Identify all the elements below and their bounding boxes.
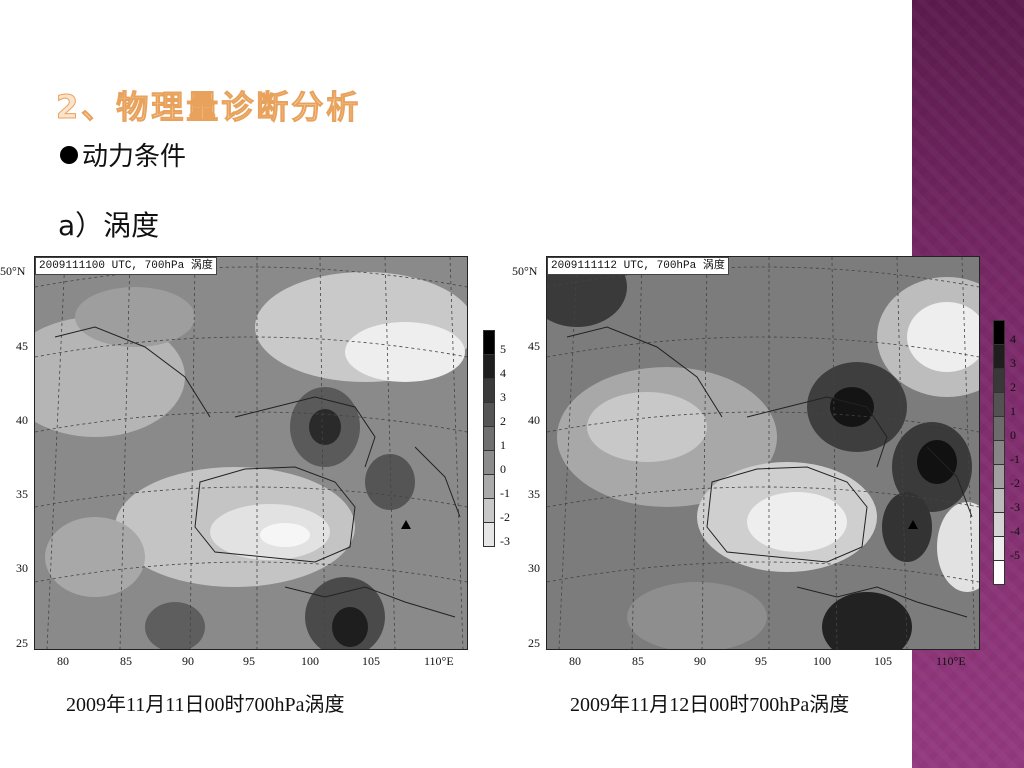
map-caption-1: 2009年11月11日00时700hPa涡度 bbox=[66, 694, 345, 716]
bullet-text: 动力条件 bbox=[82, 142, 187, 172]
map-caption-2: 2009年11月12日00时700hPa涡度 bbox=[570, 694, 850, 716]
map-panel-1: 2009111100 UTC, 700hPa 涡度 50°N 45 40 35 … bbox=[0, 250, 512, 670]
colorbar-label: 1 bbox=[1010, 404, 1016, 418]
colorbar-label: 0 bbox=[500, 462, 506, 476]
lon-label: 80 bbox=[57, 654, 69, 668]
colorbar-label: 4 bbox=[1010, 332, 1016, 346]
colorbar-label: 4 bbox=[500, 366, 506, 380]
lon-label: 80 bbox=[569, 654, 581, 668]
lat-label: 45 bbox=[16, 339, 28, 353]
colorbar-label: -1 bbox=[1010, 452, 1020, 466]
lon-label: 105 bbox=[874, 654, 892, 668]
colorbar-label: 3 bbox=[1010, 356, 1016, 370]
lon-label: 110°E bbox=[936, 654, 966, 668]
subheading: a）涡度 bbox=[58, 209, 160, 242]
lon-label: 100 bbox=[301, 654, 319, 668]
slide-heading: 2、物理量诊断分析 bbox=[55, 88, 362, 127]
map-panel-2: 2009111112 UTC, 700hPa 涡度 50°N 45 40 35 … bbox=[512, 250, 1024, 670]
colorbar-label: -4 bbox=[1010, 524, 1020, 538]
colorbar-label: -2 bbox=[1010, 476, 1020, 490]
bullet-dot-icon bbox=[60, 146, 78, 164]
colorbar-label: -1 bbox=[500, 486, 510, 500]
colorbar-label: 2 bbox=[1010, 380, 1016, 394]
lon-label: 90 bbox=[694, 654, 706, 668]
lat-label: 50°N bbox=[0, 264, 26, 278]
bullet-item: 动力条件 bbox=[60, 136, 186, 173]
lat-label: 25 bbox=[528, 636, 540, 650]
colorbar-label: 2 bbox=[500, 414, 506, 428]
lon-label: 90 bbox=[182, 654, 194, 668]
map-field-1 bbox=[35, 257, 467, 649]
colorbar-label: 5 bbox=[500, 342, 506, 356]
colorbar-label: 1 bbox=[500, 438, 506, 452]
lon-label: 105 bbox=[362, 654, 380, 668]
triangle-icon bbox=[908, 520, 918, 529]
lat-label: 40 bbox=[16, 413, 28, 427]
vorticity-map-1: 2009111100 UTC, 700hPa 涡度 bbox=[34, 256, 468, 650]
lon-label: 85 bbox=[632, 654, 644, 668]
colorbar-label: -5 bbox=[1010, 548, 1020, 562]
lon-label: 95 bbox=[755, 654, 767, 668]
lat-label: 30 bbox=[528, 561, 540, 575]
lat-label: 25 bbox=[16, 636, 28, 650]
map-field-2 bbox=[547, 257, 979, 649]
lon-label: 110°E bbox=[424, 654, 454, 668]
colorbar-label: -2 bbox=[500, 510, 510, 524]
colorbar-label: 0 bbox=[1010, 428, 1016, 442]
triangle-icon bbox=[401, 520, 411, 529]
lon-label: 100 bbox=[813, 654, 831, 668]
lon-label: 95 bbox=[243, 654, 255, 668]
lon-label: 85 bbox=[120, 654, 132, 668]
lat-label: 30 bbox=[16, 561, 28, 575]
lat-label: 45 bbox=[528, 339, 540, 353]
colorbar-label: -3 bbox=[500, 534, 510, 548]
lat-label: 35 bbox=[16, 487, 28, 501]
vorticity-map-2: 2009111112 UTC, 700hPa 涡度 bbox=[546, 256, 980, 650]
map-title-1: 2009111100 UTC, 700hPa 涡度 bbox=[35, 257, 217, 275]
lat-label: 40 bbox=[528, 413, 540, 427]
colorbar-label: -3 bbox=[1010, 500, 1020, 514]
lat-label: 35 bbox=[528, 487, 540, 501]
map-title-2: 2009111112 UTC, 700hPa 涡度 bbox=[547, 257, 729, 275]
lat-label: 50°N bbox=[512, 264, 538, 278]
colorbar-label: 3 bbox=[500, 390, 506, 404]
